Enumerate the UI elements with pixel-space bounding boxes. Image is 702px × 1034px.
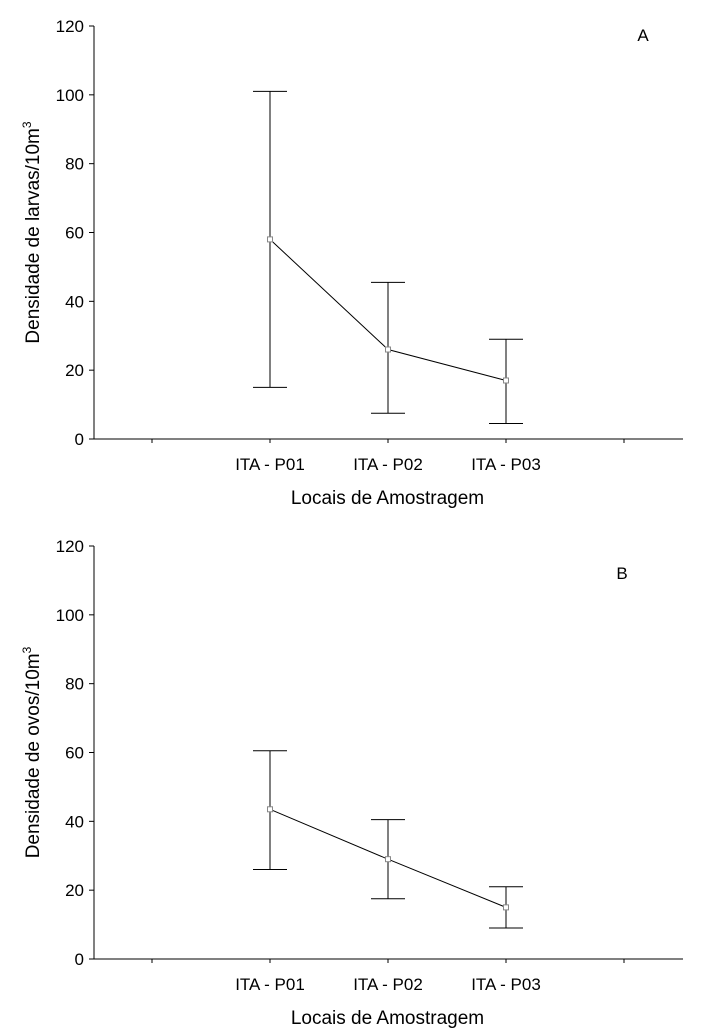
x-tick-label: ITA - P03 (471, 975, 541, 994)
x-tick-label: ITA - P03 (471, 455, 541, 474)
panel-label: B (616, 564, 627, 583)
x-tick-label: ITA - P01 (235, 975, 305, 994)
data-point (503, 904, 509, 911)
y-tick-label: 100 (56, 86, 84, 105)
y-tick-label: 0 (75, 430, 84, 449)
y-tick-label: 60 (65, 224, 84, 243)
x-tick-label: ITA - P02 (353, 455, 423, 474)
y-tick-label: 40 (65, 812, 84, 831)
y-axis-title: Densidade de larvas/10m3 (20, 121, 44, 343)
chart-panel-a: 0 20 40 60 80 100 120 ITA - P01 ITA - P02 ITA - P… (20, 17, 683, 509)
x-axis-title: Locais de Amostragem (291, 488, 484, 509)
y-tick-label: 120 (56, 17, 84, 36)
y-axis-title: Densidade de ovos/10m3 (20, 646, 44, 858)
x-axis-title: Locais de Amostragem (291, 1008, 484, 1029)
data-point (267, 806, 273, 813)
x-tick-label: ITA - P02 (353, 975, 423, 994)
y-tick-label: 120 (56, 537, 84, 556)
data-point (503, 377, 509, 384)
data-point (267, 236, 273, 243)
data-point (385, 856, 391, 863)
y-tick-label: 0 (75, 950, 84, 969)
panel-label: A (637, 26, 649, 45)
y-tick-label: 20 (65, 881, 84, 900)
x-tick-label: ITA - P01 (235, 455, 305, 474)
y-tick-label: 80 (65, 155, 84, 174)
y-tick-label: 40 (65, 292, 84, 311)
data-point (385, 346, 391, 353)
y-tick-label: 20 (65, 361, 84, 380)
y-tick-label: 60 (65, 744, 84, 763)
y-tick-label: 80 (65, 675, 84, 694)
chart-panel-b: 0 20 40 60 80 100 120 ITA - P01 ITA - P02 ITA - P… (20, 537, 683, 1029)
y-tick-label: 100 (56, 606, 84, 625)
